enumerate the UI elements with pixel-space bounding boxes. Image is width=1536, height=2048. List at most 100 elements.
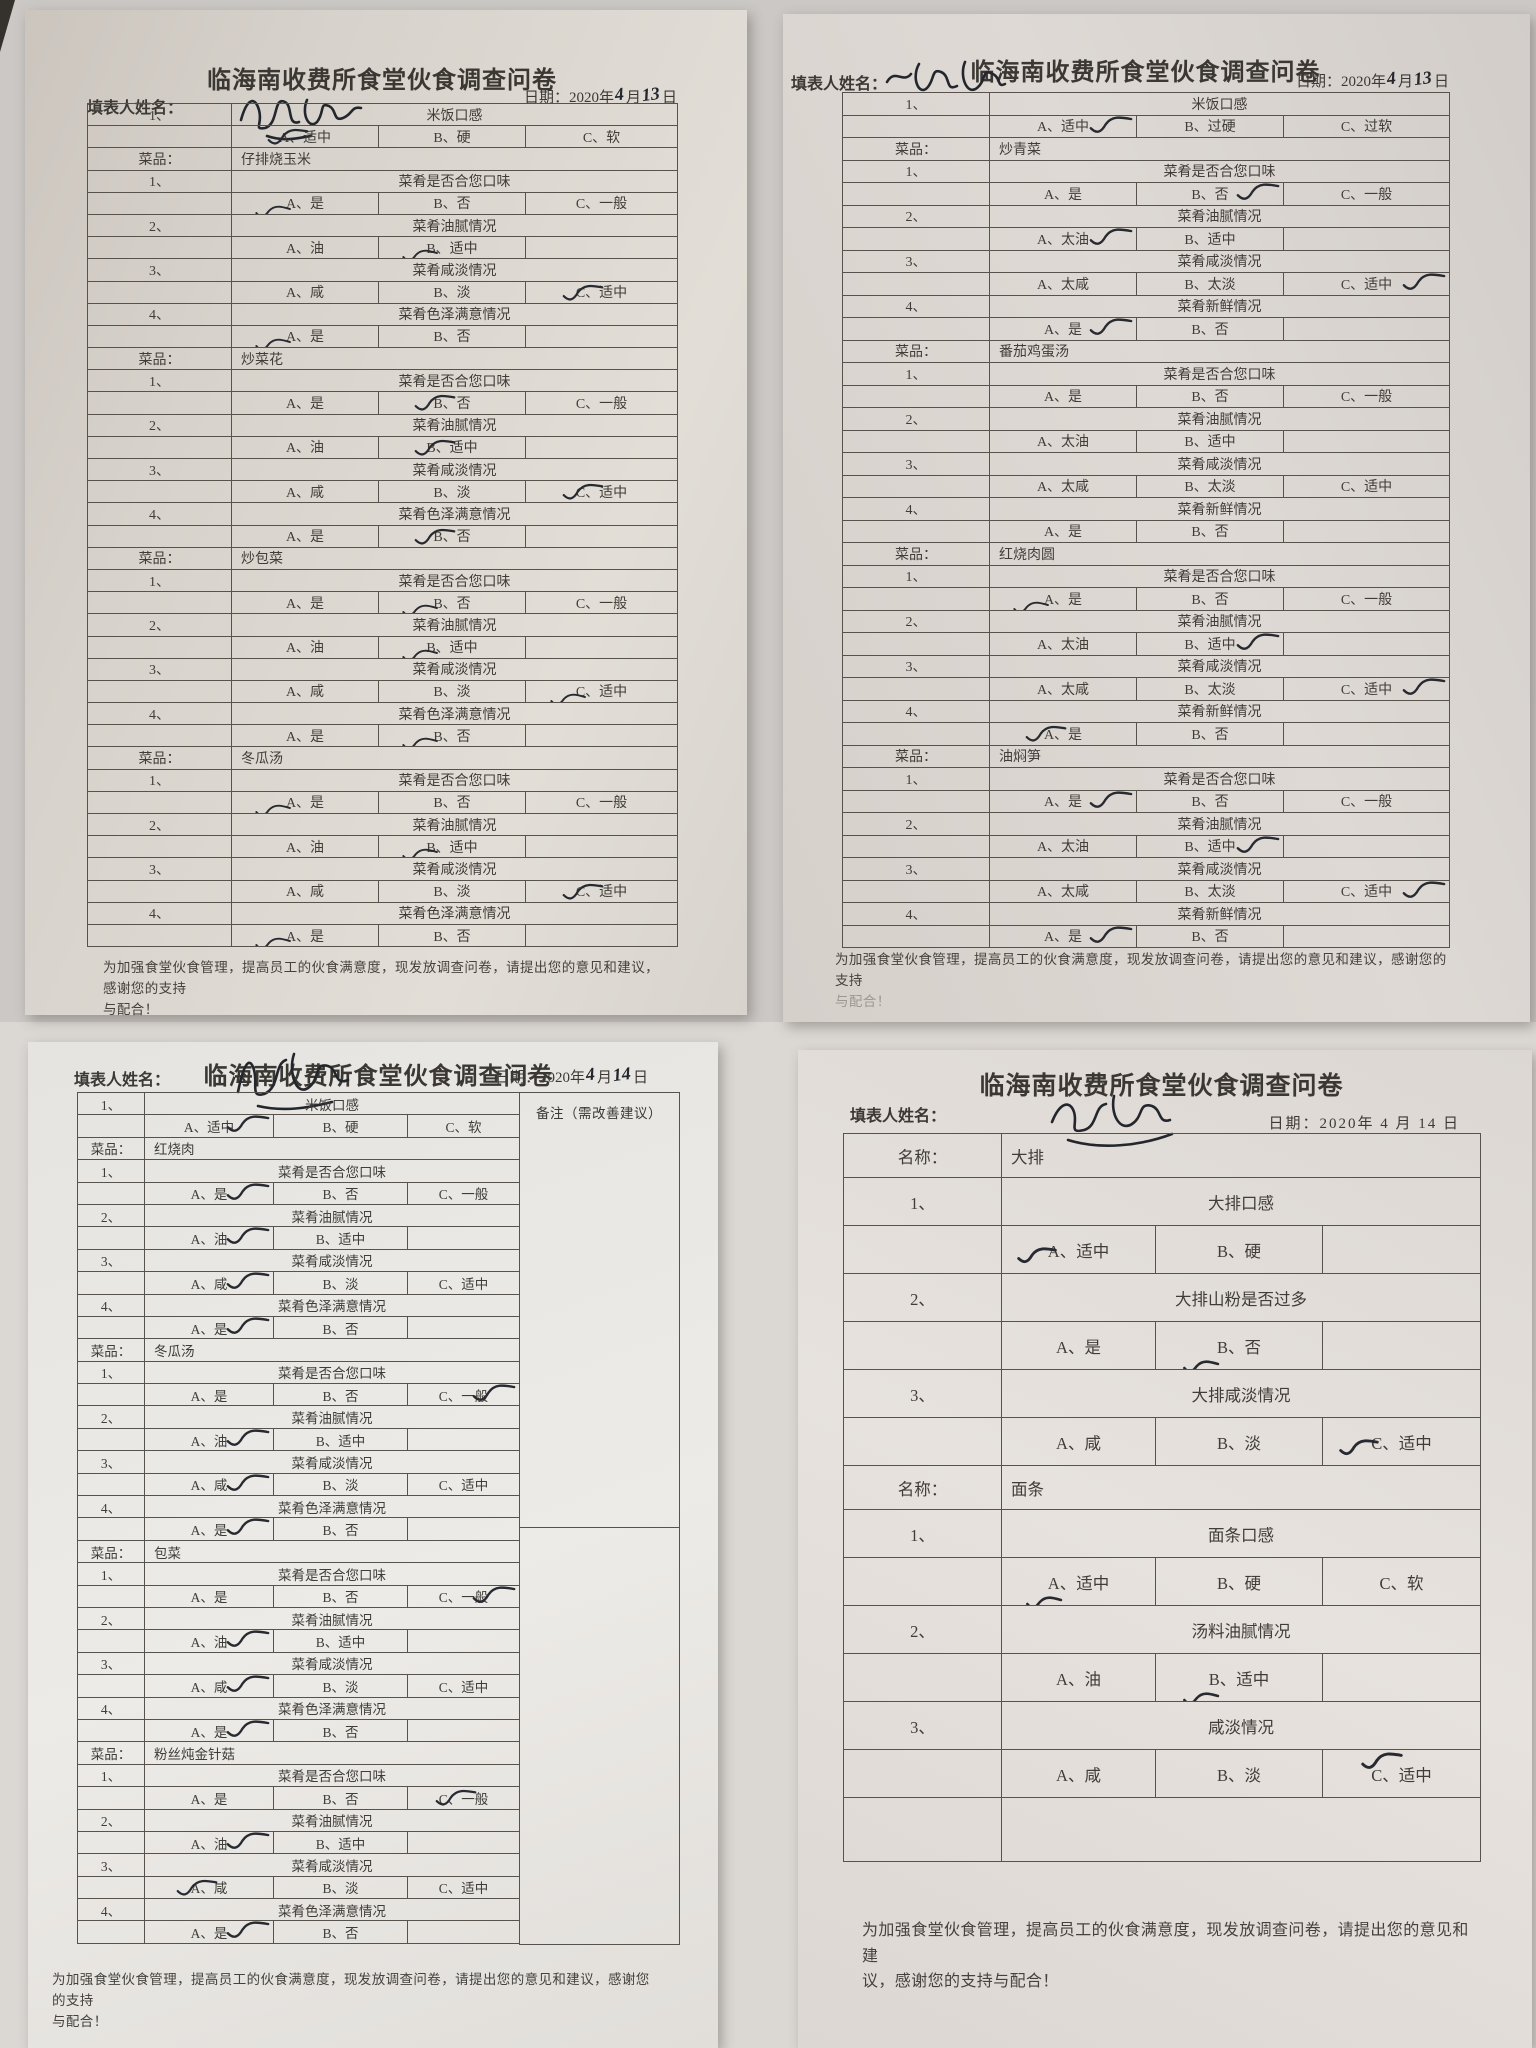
question-text-cell: 菜肴色泽满意情况 [231,302,678,326]
option-cell: C、适中 [1283,879,1450,903]
question-text-cell: 米饭口感 [143,1091,521,1116]
option-cell: A、是 [144,1517,274,1541]
empty-cell [87,679,232,704]
dish-row: 菜品： 仔排烧玉米 [87,147,678,171]
date-label: 日期： [494,1070,540,1086]
survey-table: 1、 米饭口感 A、适中 B、过硬 C、过软 菜品： 炒青菜 1、 菜肴是否合您口味 A、是 B、否… [842,92,1450,948]
option-cell: A、适中 [1001,1225,1156,1274]
footer-line: 为加强食堂伙食管理，提高员工的伙食满意度，现发放调查问卷，请提出您的意见和建议，… [835,952,1447,988]
option-cell: A、太油 [989,834,1137,858]
options-row: A、咸 B、淡 C、适中 [87,480,678,504]
options-row: A、油 B、适中 [77,1427,521,1452]
tick-mark-icon [1236,183,1280,200]
question-number-cell: 4、 [87,702,232,726]
option-cell: A、咸 [144,1271,274,1295]
option-cell: B、淡 [273,1472,408,1497]
options-row: A、油 B、适中 [87,236,678,260]
question-row: 2、 菜肴油腻情况 [87,812,678,837]
question-row: 4、 菜肴新鲜情况 [842,294,1450,318]
dish-label-cell: 菜品： [87,546,232,570]
dish-row: 菜品： 红烧肉圆 [842,542,1450,566]
empty-cell [77,1517,145,1541]
option-label: A、太油 [1036,232,1090,248]
question-number-cell: 1、 [87,102,232,127]
form-footer: 为加强食堂伙食管理，提高员工的伙食满意度，现发放调查问卷，请提出您的意见和建议，… [103,958,668,1021]
empty-cell [525,435,678,460]
question-text-cell: 菜肴是否合您口味 [143,1159,521,1183]
option-label: A、咸 [190,1881,228,1897]
empty-cell [1283,632,1450,656]
question-row: 3、 菜肴咸淡情况 [87,857,678,881]
option-label: A、是 [190,1388,228,1404]
option-cell: A、是 [231,591,379,615]
date-label: 日期： [1295,74,1341,90]
option-label: B、淡 [433,485,471,501]
question-row: 2、 菜肴油腻情况 [77,1203,521,1228]
option-label: A、是 [1043,795,1083,811]
question-row: 3、 菜肴咸淡情况 [77,1450,521,1474]
option-cell: B、否 [273,1315,408,1340]
question-row: 4、 菜肴新鲜情况 [842,497,1450,521]
question-row: 3、 菜肴咸淡情况 [842,452,1450,476]
question-text-cell: 菜肴是否合您口味 [231,169,678,193]
question-number-cell: 2、 [843,1605,1002,1654]
empty-cell [77,1226,145,1250]
option-cell: C、适中 [1321,1749,1482,1798]
options-row: A、适中 B、过硬 C、过软 [842,114,1450,138]
question-row: 4、 菜肴色泽满意情况 [87,502,678,526]
option-label: B、否 [1191,525,1229,541]
empty-cell [843,1417,1002,1466]
tick-mark-icon [1089,228,1133,245]
empty-cell [1283,227,1450,251]
question-row: 4、 菜肴色泽满意情况 [87,702,678,726]
option-cell: C、适中 [525,879,678,903]
question-row: 1、 大排口感 [843,1177,1482,1226]
option-label: C、适中 [438,1679,489,1695]
options-row: A、油 B、适中 [843,1653,1482,1702]
option-label: A、适中 [183,1120,235,1136]
question-text-cell: 大排咸淡情况 [1000,1369,1482,1418]
option-cell: A、油 [144,1830,274,1855]
option-cell: C、一般 [1283,789,1450,813]
question-row: 3、 菜肴咸淡情况 [77,1248,521,1273]
option-cell: C、一般 [406,1786,521,1810]
survey-form-top-right: 临海南收费所食堂伙食调查问卷 填表人姓名： 日期：2020年4月13日 1、 米饭… [783,14,1530,1022]
empty-cell [77,1271,145,1295]
option-cell: B、否 [1136,317,1284,341]
option-cell: B、淡 [1155,1749,1323,1798]
tick-mark-icon [1236,633,1280,650]
option-cell: C、一般 [1283,182,1450,206]
question-row: 4、 菜肴色泽满意情况 [87,901,678,925]
option-label: A、是 [190,1926,228,1942]
options-row: A、是 B、否 [842,317,1450,341]
question-row: 3、 咸淡情况 [843,1701,1482,1750]
tick-mark-icon [1089,115,1133,133]
question-row: 3、 菜肴咸淡情况 [87,657,678,681]
option-cell: A、油 [231,435,379,460]
option-label: A、是 [190,1791,228,1807]
option-cell: B、否 [273,1584,408,1608]
question-row: 4、 菜肴色泽满意情况 [77,1495,521,1519]
survey-table: 名称： 大排 1、 大排口感 A、适中 B、硬 2、 大排山粉是否过多 A、是 B、否 3、 大排咸淡… [843,1133,1482,1862]
empty-cell [1321,1653,1482,1702]
option-cell: B、过硬 [1136,114,1284,138]
date-year: 2020年 [539,1070,585,1086]
option-label: B、否 [1216,1337,1261,1357]
option-cell: B、否 [378,591,526,615]
question-row: 4、 菜肴色泽满意情况 [77,1293,521,1317]
option-cell: B、硬 [1155,1557,1323,1606]
option-label: A、太油 [1036,435,1090,451]
question-text-cell: 菜肴色泽满意情况 [231,502,678,526]
question-number-cell: 4、 [842,294,990,318]
option-cell: A、是 [231,790,379,815]
tick-mark-icon [226,1518,270,1536]
option-label: C、一般 [1340,592,1393,608]
question-text-cell: 菜肴新鲜情况 [989,294,1450,318]
option-label: A、是 [190,1321,228,1337]
empty-cell [842,114,990,138]
option-label: B、淡 [322,1276,359,1292]
question-number-cell: 1、 [77,1763,145,1788]
option-cell: A、咸 [231,480,379,504]
question-text-cell: 米饭口感 [989,92,1450,116]
empty-cell [406,1427,521,1452]
